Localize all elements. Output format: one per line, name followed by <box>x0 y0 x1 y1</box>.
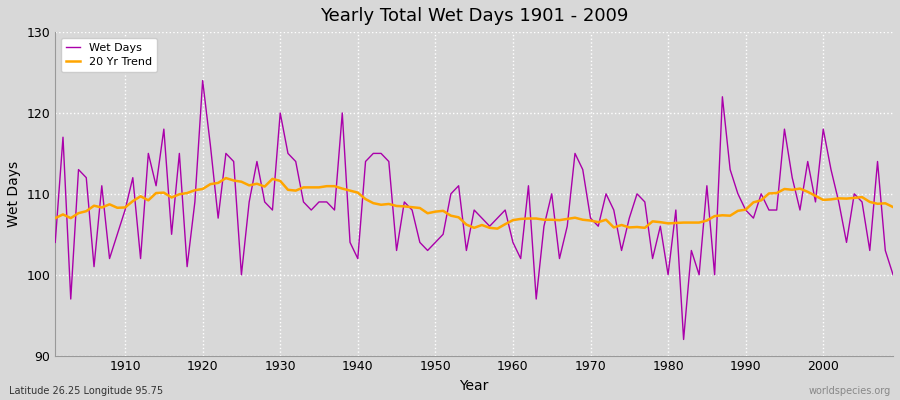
20 Yr Trend <box>220 176 231 180</box>
Wet Days <box>112 232 122 237</box>
20 Yr Trend <box>616 222 627 227</box>
Wet Days <box>887 272 898 277</box>
Y-axis label: Wet Days: Wet Days <box>7 161 21 227</box>
Wet Days <box>50 240 60 245</box>
Wet Days <box>608 208 619 212</box>
Line: 20 Yr Trend: 20 Yr Trend <box>55 178 893 229</box>
X-axis label: Year: Year <box>460 379 489 393</box>
Wet Days <box>508 240 518 245</box>
20 Yr Trend <box>887 205 898 210</box>
Wet Days <box>291 159 302 164</box>
20 Yr Trend <box>492 226 503 231</box>
Text: Latitude 26.25 Longitude 95.75: Latitude 26.25 Longitude 95.75 <box>9 386 163 396</box>
Line: Wet Days: Wet Days <box>55 80 893 340</box>
20 Yr Trend <box>516 216 526 221</box>
20 Yr Trend <box>112 205 122 210</box>
Legend: Wet Days, 20 Yr Trend: Wet Days, 20 Yr Trend <box>61 38 158 72</box>
20 Yr Trend <box>337 186 347 191</box>
20 Yr Trend <box>291 188 302 193</box>
Wet Days <box>337 110 347 115</box>
20 Yr Trend <box>523 216 534 221</box>
Title: Yearly Total Wet Days 1901 - 2009: Yearly Total Wet Days 1901 - 2009 <box>320 7 628 25</box>
Wet Days <box>197 78 208 83</box>
Wet Days <box>516 256 526 261</box>
20 Yr Trend <box>50 216 60 220</box>
Wet Days <box>679 337 689 342</box>
Text: worldspecies.org: worldspecies.org <box>809 386 891 396</box>
